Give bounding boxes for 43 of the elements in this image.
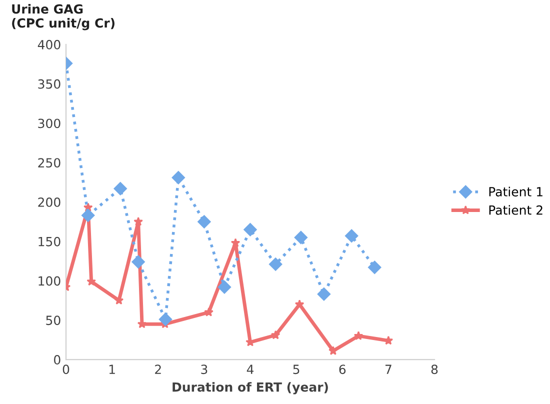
point (132, 255, 145, 268)
y-tick-label: 0 (54, 355, 60, 364)
point (345, 229, 358, 242)
x-axis-title: Duration of ERT (year) (172, 382, 328, 394)
point (317, 288, 331, 301)
point (218, 280, 232, 294)
y-tick-label: 400 (38, 40, 60, 50)
x-tick-label: 1 (109, 364, 115, 374)
point (354, 331, 364, 340)
y-tick-label: 50 (46, 316, 60, 326)
point (244, 222, 257, 236)
y-axis-title: Urine GAG (CPC unit/g Cr) (12, 4, 114, 30)
x-tick-label: 7 (385, 364, 392, 374)
point (268, 258, 282, 271)
x-tick-label: 4 (246, 364, 254, 374)
x-tick-label: 2 (155, 364, 161, 374)
point (158, 312, 172, 326)
x-tick-label: 0 (62, 364, 70, 374)
point (270, 330, 280, 340)
y-tick-label: 350 (38, 79, 60, 89)
point (114, 182, 127, 196)
y-tick-label: 250 (38, 158, 60, 168)
point (82, 208, 95, 222)
point (230, 238, 240, 248)
point (134, 216, 143, 226)
point (294, 230, 308, 244)
point (198, 215, 211, 228)
point (384, 336, 394, 345)
point (204, 307, 214, 316)
x-tick-label: 3 (201, 364, 208, 374)
legend-label: Patient 2 (489, 205, 542, 215)
x-tick-label: 5 (293, 364, 300, 374)
y-tick-label: 150 (38, 236, 60, 246)
x-tick-label: 6 (339, 364, 346, 374)
y-tick-label: 100 (38, 276, 60, 286)
point (368, 260, 382, 274)
point (328, 346, 338, 355)
y-tick-label: 200 (38, 197, 60, 207)
point (172, 170, 185, 184)
x-tick-label: 8 (431, 364, 438, 374)
legend-label: Patient 1 (489, 186, 542, 196)
point (114, 296, 124, 305)
y-tick-label: 300 (38, 118, 60, 128)
